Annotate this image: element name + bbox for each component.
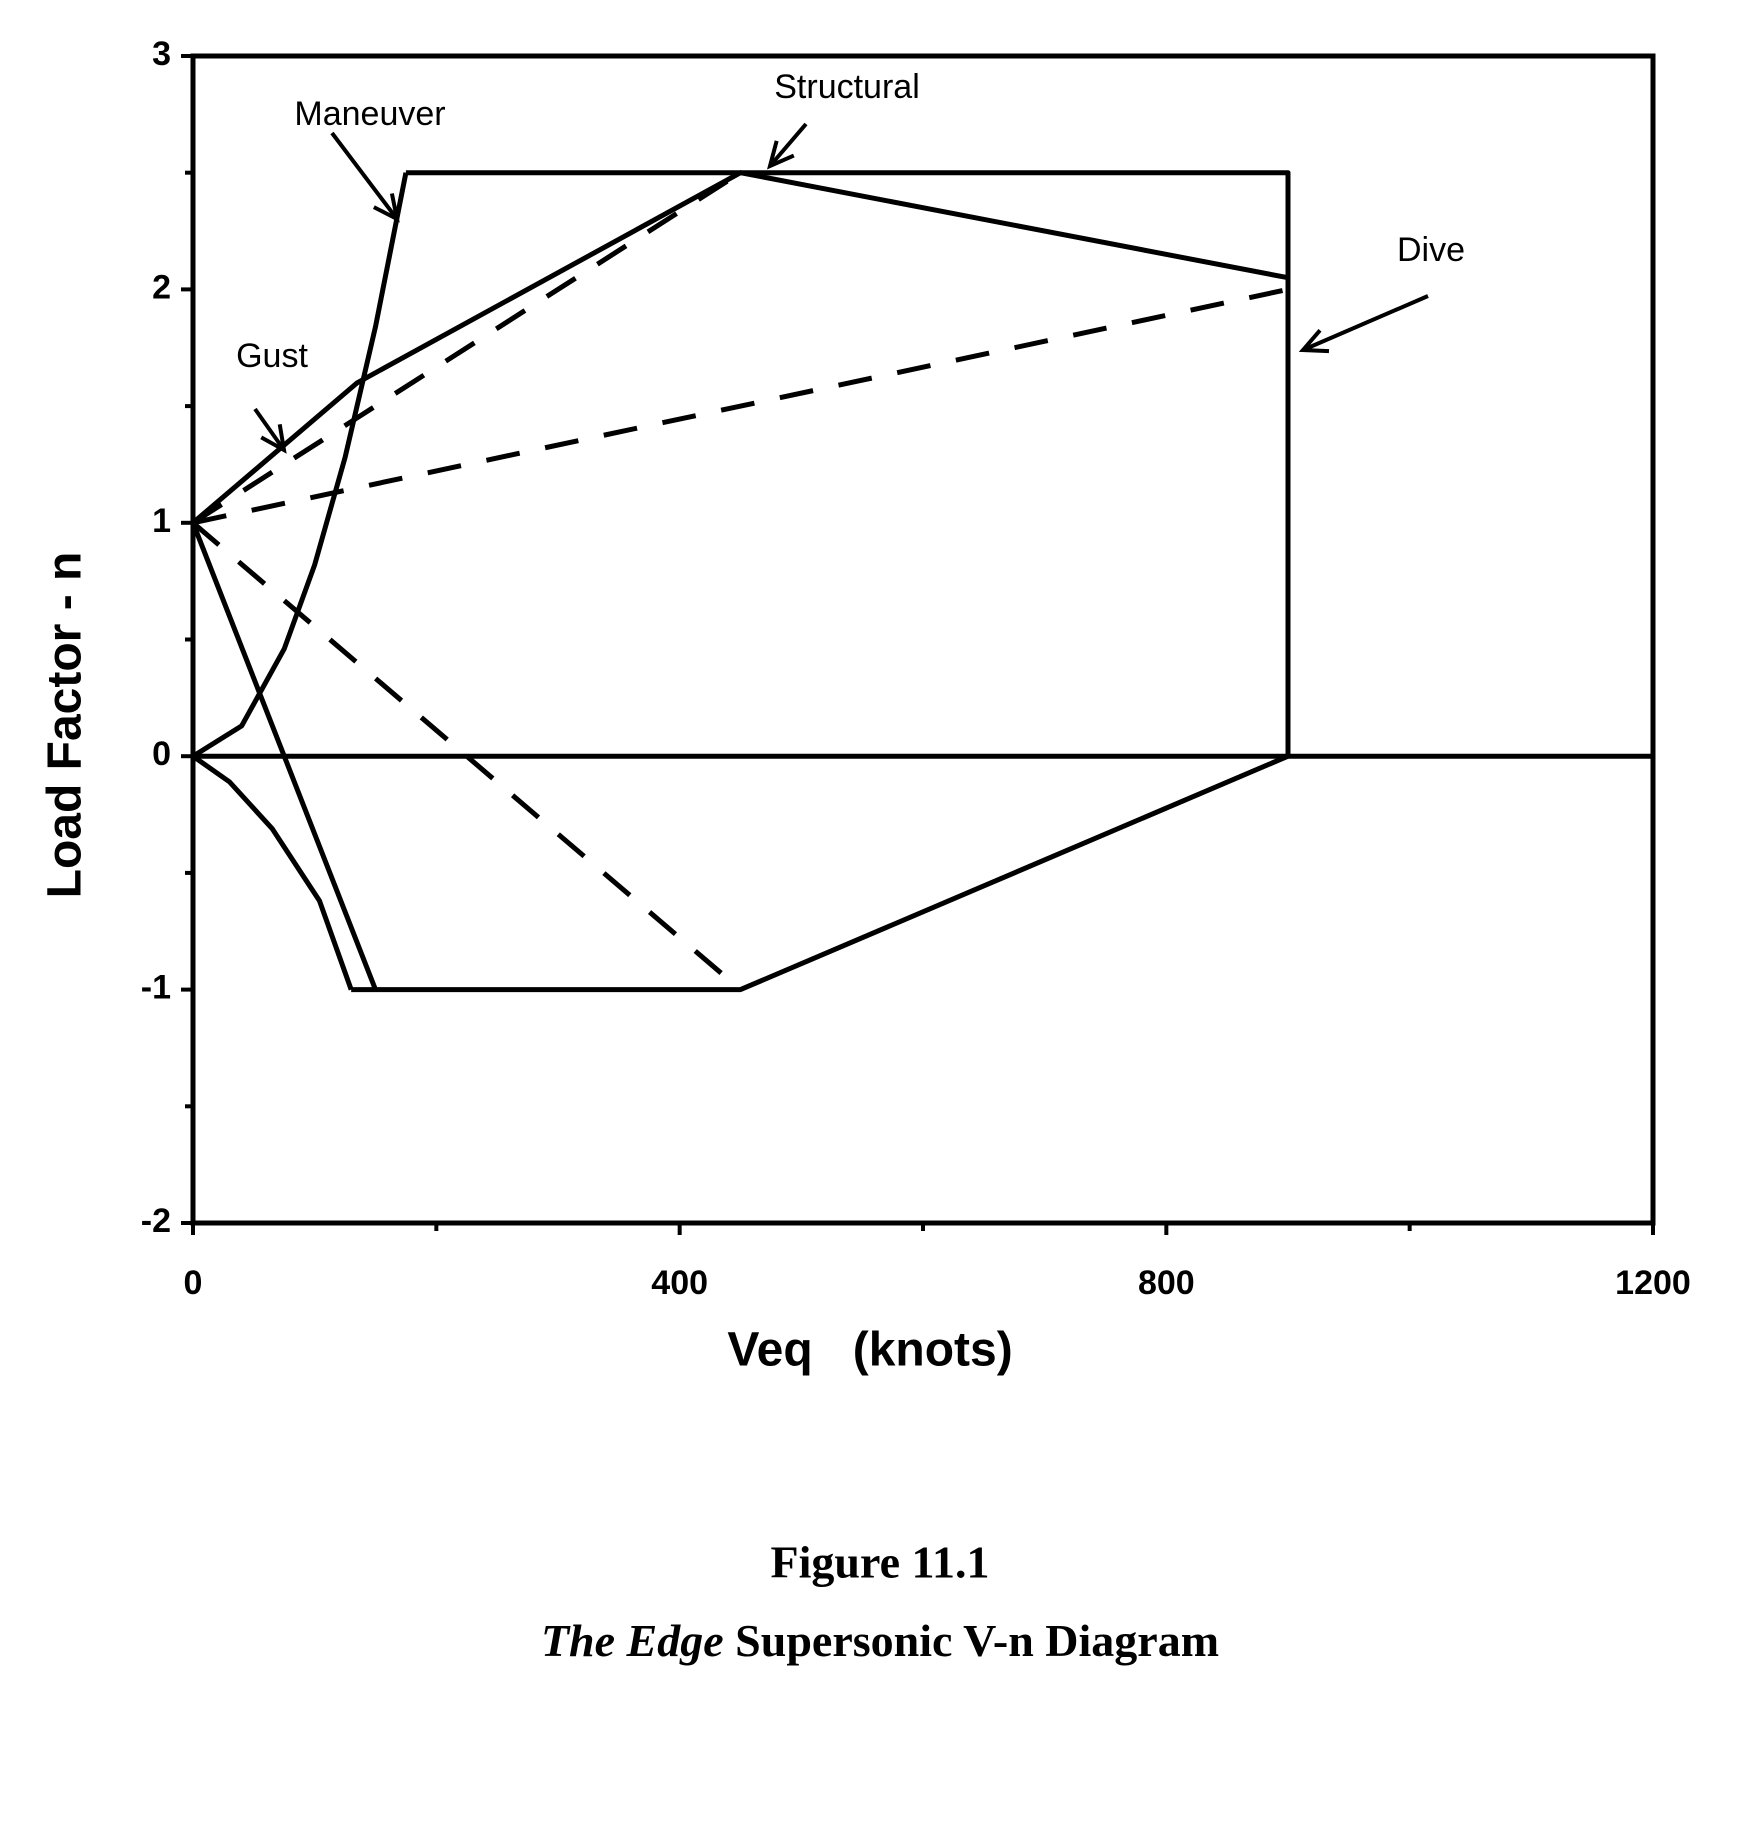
y-axis-title: Load Factor - n [39, 552, 92, 899]
x-tick-label: 400 [651, 1264, 708, 1302]
annotation: Maneuver [294, 95, 445, 133]
x-axis-title: Veq (knots) [727, 1324, 1012, 1377]
arrow-head [372, 193, 400, 223]
arrow-head [1298, 329, 1330, 354]
figure-title-rest: Supersonic V-n Diagram [735, 1615, 1219, 1666]
solid-line [191, 170, 1289, 525]
figure-title: The Edge Supersonic V-n Diagram [541, 1615, 1219, 1666]
y-tick-label: 1 [152, 502, 171, 540]
x-tick-label: 800 [1138, 1264, 1195, 1302]
solid-line [191, 754, 354, 991]
y-tick-label: 0 [152, 735, 171, 773]
y-tick-label: 3 [152, 35, 171, 73]
solid-line [190, 521, 378, 991]
annotation-arrow [253, 407, 286, 452]
annotation-arrow [1302, 294, 1429, 352]
annotation: Structural [774, 68, 920, 106]
arrow-head [260, 424, 287, 454]
annotation: Gust [236, 337, 308, 375]
y-tick-label: -1 [141, 969, 171, 1007]
dashed-line [192, 286, 1289, 526]
y-tick-label: -2 [141, 1202, 171, 1240]
x-tick-label: 0 [184, 1264, 203, 1302]
solid-line [405, 170, 1291, 757]
arrow-head [767, 140, 795, 170]
dashed-line [191, 170, 742, 525]
figure-title-italic: The Edge [541, 1615, 724, 1666]
solid-line [191, 172, 409, 759]
annotation-arrow [768, 122, 808, 168]
annotation-arrow [330, 131, 399, 221]
solid-line [351, 753, 1289, 993]
annotation: Dive [1397, 231, 1465, 269]
y-tick-label: 2 [152, 268, 171, 306]
figure-number: Figure 11.1 [771, 1537, 990, 1588]
x-tick-label: 1200 [1615, 1264, 1691, 1302]
